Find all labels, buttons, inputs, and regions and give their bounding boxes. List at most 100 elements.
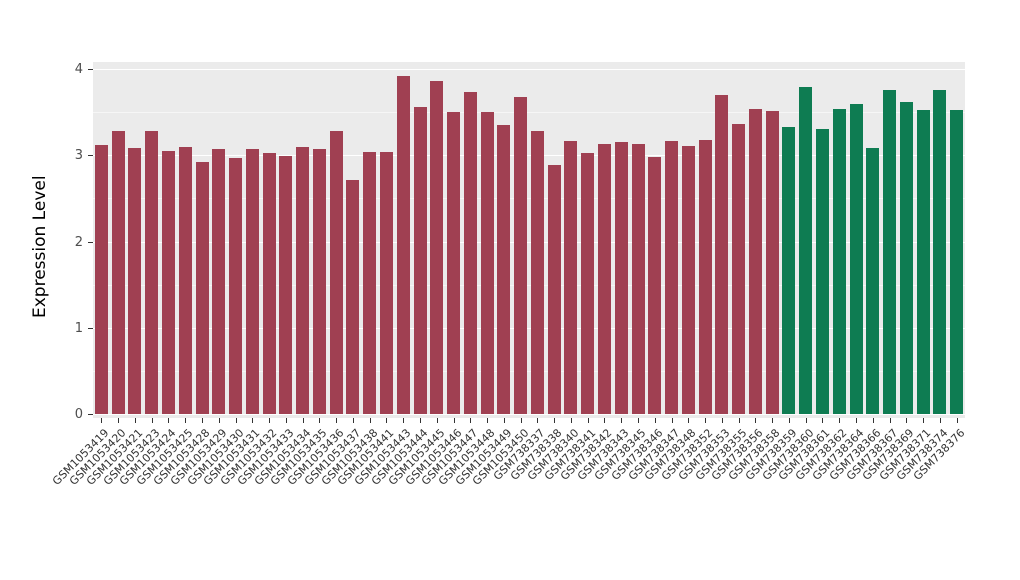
gridline-minor	[93, 284, 965, 286]
x-tick-mark	[202, 418, 203, 423]
bar	[447, 112, 460, 414]
bar	[648, 156, 661, 414]
x-tick-mark	[336, 418, 337, 423]
x-tick-mark	[152, 418, 153, 423]
x-tick-mark	[739, 418, 740, 423]
x-tick-mark	[487, 418, 488, 423]
x-tick-mark	[168, 418, 169, 423]
x-tick-mark	[957, 418, 958, 423]
bar	[682, 145, 695, 414]
bar	[850, 104, 863, 414]
x-tick-mark	[537, 418, 538, 423]
x-tick-mark	[822, 418, 823, 423]
bar	[196, 162, 209, 414]
x-tick-mark	[219, 418, 220, 423]
gridline-major	[93, 241, 965, 243]
y-tick-mark	[88, 241, 93, 243]
bar	[380, 151, 393, 414]
x-tick-mark	[638, 418, 639, 423]
y-tick-mark	[88, 155, 93, 157]
bar	[933, 89, 946, 414]
gridline-major	[93, 327, 965, 329]
x-tick-mark	[604, 418, 605, 423]
x-tick-mark	[319, 418, 320, 423]
x-tick-mark	[688, 418, 689, 423]
bar	[665, 140, 678, 414]
bar	[883, 89, 896, 414]
x-tick-mark	[856, 418, 857, 423]
x-tick-mark	[923, 418, 924, 423]
bar	[615, 142, 628, 414]
bar	[782, 126, 795, 414]
x-tick-mark	[454, 418, 455, 423]
x-tick-mark	[236, 418, 237, 423]
x-tick-mark	[470, 418, 471, 423]
x-tick-mark	[101, 418, 102, 423]
y-tick-mark	[88, 327, 93, 329]
bar	[162, 150, 175, 414]
bar	[833, 108, 846, 414]
gridline-major	[93, 155, 965, 157]
bar	[917, 109, 930, 414]
x-tick-mark	[303, 418, 304, 423]
bar	[732, 124, 745, 414]
x-tick-mark	[621, 418, 622, 423]
bar	[900, 101, 913, 414]
x-tick-mark	[772, 418, 773, 423]
x-tick-mark	[722, 418, 723, 423]
y-tick-label: 1	[74, 320, 83, 336]
x-tick-mark	[386, 418, 387, 423]
bar	[564, 140, 577, 414]
x-tick-mark	[252, 418, 253, 423]
bar	[279, 156, 292, 414]
x-tick-mark	[286, 418, 287, 423]
x-tick-mark	[906, 418, 907, 423]
x-tick-mark	[403, 418, 404, 423]
y-axis-title: Expression Level	[30, 175, 50, 318]
bar	[715, 94, 728, 414]
gridline-minor	[93, 198, 965, 200]
bar	[581, 152, 594, 414]
y-tick-label: 4	[74, 62, 83, 77]
x-tick-mark	[370, 418, 371, 423]
x-tick-mark	[705, 418, 706, 423]
y-tick-mark	[88, 414, 93, 415]
x-tick-mark	[554, 418, 555, 423]
bar	[866, 148, 879, 414]
x-tick-mark	[806, 418, 807, 423]
x-tick-mark	[437, 418, 438, 423]
x-tick-mark	[588, 418, 589, 423]
x-tick-mark	[839, 418, 840, 423]
gridline-minor	[93, 370, 965, 372]
bar	[497, 125, 510, 414]
x-tick-mark	[353, 418, 354, 423]
bar	[514, 97, 527, 414]
x-tick-mark	[118, 418, 119, 423]
x-tick-mark	[655, 418, 656, 423]
bar	[346, 180, 359, 414]
x-tick-mark	[789, 418, 790, 423]
x-tick-mark	[940, 418, 941, 423]
bar	[212, 149, 225, 414]
gridline-major	[93, 414, 965, 415]
bar	[95, 144, 108, 414]
x-tick-mark	[571, 418, 572, 423]
bar	[481, 112, 494, 414]
bar	[263, 152, 276, 414]
bar	[397, 75, 410, 414]
bar	[430, 81, 443, 414]
bar	[766, 111, 779, 414]
bar	[464, 92, 477, 414]
bar	[816, 128, 829, 414]
y-tick-mark	[88, 69, 93, 70]
x-tick-mark	[521, 418, 522, 423]
gridline-minor	[93, 112, 965, 114]
x-tick-mark	[755, 418, 756, 423]
bar	[128, 148, 141, 414]
bar	[598, 144, 611, 414]
bar	[330, 131, 343, 414]
x-tick-mark	[672, 418, 673, 423]
bar	[229, 157, 242, 414]
x-tick-mark	[269, 418, 270, 423]
